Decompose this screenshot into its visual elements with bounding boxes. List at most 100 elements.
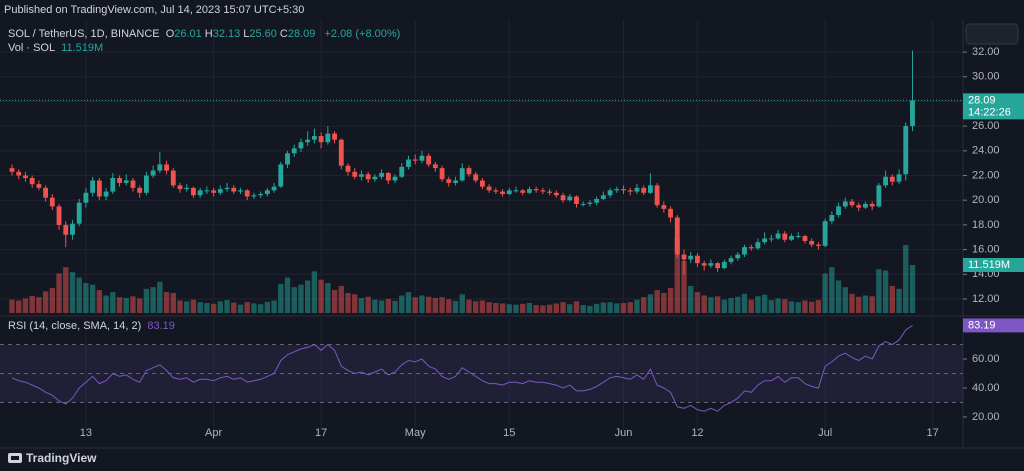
candle-body [305,139,311,143]
candle-body [238,190,243,192]
volume-bar [29,295,35,313]
price-tag [963,93,1024,120]
x-tick-label: Apr [205,427,222,439]
candle-body [735,254,741,259]
candle-body [748,247,754,249]
volume-bar [116,297,123,313]
candle-body [842,201,848,207]
volume-bar [89,284,96,313]
rsi-legend: RSI (14, close, SMA, 14, 2) 83.19 [8,320,178,332]
volume-bar [412,297,418,313]
volume-bar [708,297,714,313]
volume-bar [674,238,680,313]
candle-body [211,190,217,193]
candle-body [822,221,828,246]
footer-logo [8,453,22,463]
volume-bar [143,288,150,313]
candle-body [721,261,727,269]
volume-bar [264,301,271,313]
volume-bar [472,301,479,313]
candle-body [668,208,673,218]
candle-body [540,190,546,192]
rsi-tag-label: 83.19 [968,319,996,331]
volume-bar [526,303,533,313]
y-tick-label: 18.00 [972,219,1000,231]
candle-body [70,223,75,235]
y-tick-label: 24.00 [972,145,1000,157]
volume-bar [788,301,795,313]
candle-body [574,196,579,204]
candle-body [197,190,203,196]
candle-body [453,180,458,183]
candle-body [479,180,485,187]
volume-bar [553,303,560,313]
volume-bar [190,299,197,313]
candle-body [876,185,882,207]
candle-body [217,189,223,193]
candle-body [332,133,337,140]
settings-box[interactable] [965,23,1019,45]
volume-bar [110,292,116,313]
candle-body [426,155,432,165]
volume-bar [701,295,707,313]
candle-body [607,190,613,196]
volume-bar [352,294,358,313]
candle-body [191,187,196,196]
candle-body [641,187,647,193]
candle-body [493,190,499,192]
volume-bar [170,293,176,313]
rsi-tag [963,318,1024,333]
volume-bar [392,300,398,313]
volume-bar [822,273,828,313]
ohlc-prefix: O [165,28,175,40]
symbol: SOL / TetherUS, 1D, BINANCE [8,28,160,40]
candle-body [782,233,788,240]
candle-body [36,184,42,188]
candle-body [889,176,895,182]
volume-bar [493,303,499,313]
volume-bar [244,302,250,313]
x-tick-label: 17 [315,427,327,439]
candle-body [466,168,472,175]
volume-bar [432,298,439,313]
volume-bar [647,294,654,313]
rsi-tick-label: 40.00 [972,382,1000,394]
y-tick-label: 16.00 [972,243,1000,255]
candle-body [123,180,129,183]
volume-bar [681,260,687,313]
volume-bar [607,302,613,313]
volume-bar [63,267,69,313]
candle-body [567,196,573,201]
ohlc-value: 32.13 [212,28,241,40]
candle-body [432,164,438,169]
volume-bar [251,303,257,313]
volume-bar [157,281,163,313]
volume-bar [533,305,539,313]
candle-body [547,191,553,193]
volume-bar [768,300,775,313]
candle-body [271,186,277,191]
candle-body [143,175,149,193]
volume-bar [425,296,432,313]
x-tick-label: 15 [503,427,515,439]
volume-bar [735,296,741,313]
candle-body [580,203,586,205]
volume-bar [808,301,815,313]
candle-body [352,171,358,177]
candle-body [278,164,284,187]
candle-body [16,171,22,176]
candle-body [325,133,331,143]
candle-body [338,139,344,166]
volume-bar [869,296,875,313]
volume-bar [614,303,620,313]
volume-bar [69,272,76,313]
volume-bar [842,287,848,313]
change: +2.08 (+8.00%) [324,28,401,40]
volume-bar [499,303,506,313]
candle-body [809,240,815,245]
candle-body [231,187,237,192]
y-tick-label: 20.00 [972,194,1000,206]
volume-bar [197,302,203,313]
countdown: 14:22:26 [968,106,1011,118]
